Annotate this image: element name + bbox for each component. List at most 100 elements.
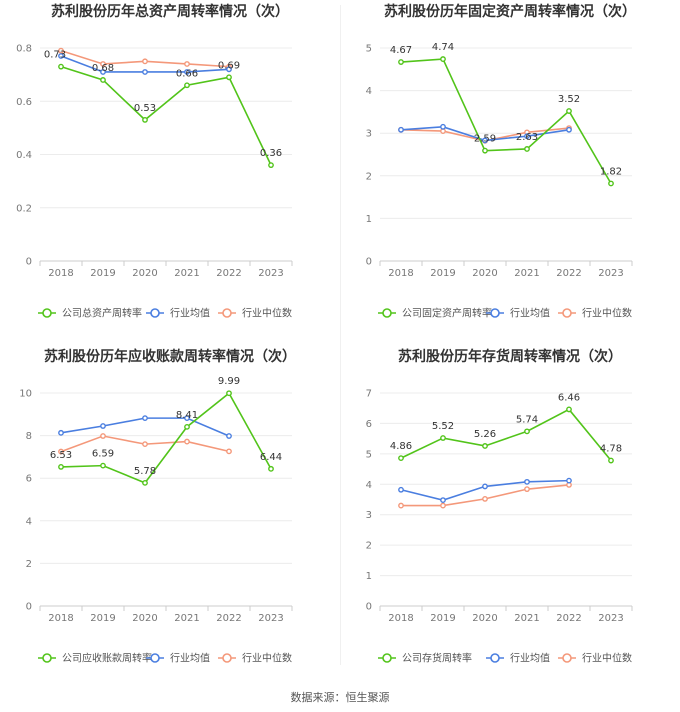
data-point xyxy=(482,443,488,449)
y-tick-label: 6 xyxy=(26,474,32,485)
data-point xyxy=(226,390,232,397)
data-point xyxy=(398,126,404,133)
data-point xyxy=(524,428,530,435)
data-point xyxy=(184,61,190,67)
legend-item-company[interactable]: 公司总资产周转率 xyxy=(38,307,142,320)
data-label: 0.53 xyxy=(134,103,156,114)
y-tick-label: 0 xyxy=(26,602,32,613)
x-tick-label: 2021 xyxy=(514,613,539,624)
data-label: 4.78 xyxy=(600,444,622,455)
company-line xyxy=(60,391,272,484)
legend-item-industry-median[interactable]: 行业中位数 xyxy=(558,652,632,665)
company-line xyxy=(400,58,612,184)
legend-label: 公司应收账款周转率 xyxy=(62,652,152,665)
data-label: 5.26 xyxy=(474,429,496,440)
x-tick-label: 2019 xyxy=(430,613,455,624)
y-tick-label: 0.8 xyxy=(16,44,32,55)
legend-circle-icon xyxy=(382,308,392,318)
data-point xyxy=(58,53,64,59)
x-tick-label: 2019 xyxy=(430,268,455,279)
y-tick-label: 1 xyxy=(366,214,372,225)
x-tick-label: 2018 xyxy=(48,268,73,279)
x-tick-label: 2018 xyxy=(388,613,413,624)
legend-item-industry-average[interactable]: 行业均值 xyxy=(146,307,210,320)
data-point xyxy=(226,433,232,439)
data-point xyxy=(100,423,106,429)
data-point xyxy=(440,123,446,130)
y-tick-label: 8 xyxy=(26,431,32,442)
company-line xyxy=(60,65,272,166)
y-tick-label: 7 xyxy=(366,389,372,400)
legend-circle-icon xyxy=(42,308,52,318)
legend-circle-icon xyxy=(222,308,232,318)
data-point xyxy=(142,116,148,123)
data-point xyxy=(100,69,106,75)
data-label: 2.63 xyxy=(516,132,538,143)
legend-item-industry-median[interactable]: 行业中位数 xyxy=(218,307,292,320)
legend-item-company[interactable]: 公司固定资产周转率 xyxy=(378,307,492,320)
legend-item-company[interactable]: 公司存货周转率 xyxy=(378,652,472,665)
chart-inventory-turnover: 苏利股份历年存货周转率情况（次） 0 1 2 3 4 5 6 7 2018 2019 2020 2021… xyxy=(366,348,633,665)
data-label: 0.73 xyxy=(44,50,66,61)
x-tick-label: 2023 xyxy=(258,268,283,279)
data-point xyxy=(268,162,274,169)
y-tick-label: 2 xyxy=(26,559,32,570)
x-tick-label: 2023 xyxy=(598,613,623,624)
y-tick-label: 1 xyxy=(366,571,372,582)
data-point xyxy=(142,69,148,75)
y-tick-label: 5 xyxy=(366,449,372,460)
y-tick-label: 3 xyxy=(366,129,372,140)
legend-circle-icon xyxy=(42,653,52,663)
data-point xyxy=(184,415,190,422)
data-point xyxy=(482,483,488,490)
data-label: 6.59 xyxy=(92,449,114,460)
y-tick-label: 6 xyxy=(366,419,372,430)
chart-panel-receivable-turnover: 苏利股份历年应收账款周转率情况（次） 0 2 4 6 8 10 2018 2019 2020 202… xyxy=(0,345,340,690)
legend-item-company[interactable]: 公司应收账款周转率 xyxy=(38,652,152,665)
data-point xyxy=(184,69,190,75)
legend-circle-icon xyxy=(382,653,392,663)
data-point xyxy=(398,455,404,462)
x-tick-label: 2019 xyxy=(90,613,115,624)
x-tick-label: 2022 xyxy=(556,613,581,624)
legend-item-industry-median[interactable]: 行业中位数 xyxy=(558,307,632,320)
y-tick-label: 2 xyxy=(366,541,372,552)
data-point xyxy=(566,406,572,413)
chart-title: 苏利股份历年存货周转率情况（次） xyxy=(398,348,622,365)
data-point xyxy=(142,441,148,448)
legend-item-industry-average[interactable]: 行业均值 xyxy=(146,652,210,665)
chart-total-asset-turnover: 苏利股份历年总资产周转率情况（次） 0 0.2 0.4 0.6 0.8 2018 2019 20… xyxy=(16,3,293,320)
chart-panel-fixed-asset-turnover: 苏利股份历年固定资产周转率情况（次） 0 1 2 3 4 5 2018 2019 2020 2021… xyxy=(340,0,680,345)
legend-circle-icon xyxy=(562,653,572,663)
legend-label: 行业中位数 xyxy=(242,307,292,320)
x-tick-label: 2022 xyxy=(556,268,581,279)
data-point xyxy=(482,147,488,154)
data-point xyxy=(398,502,404,509)
data-point xyxy=(184,438,190,445)
x-tick-label: 2022 xyxy=(216,268,241,279)
y-tick-label: 3 xyxy=(366,510,372,521)
data-label: 6.53 xyxy=(50,450,72,461)
legend-item-industry-median[interactable]: 行业中位数 xyxy=(218,652,292,665)
data-point xyxy=(524,478,530,485)
legend-circle-icon xyxy=(150,653,160,663)
legend-item-industry-average[interactable]: 行业均值 xyxy=(486,652,550,665)
data-point xyxy=(524,146,530,152)
data-point xyxy=(58,429,64,436)
legend-item-industry-average[interactable]: 行业均值 xyxy=(486,307,550,320)
legend-label: 行业均值 xyxy=(170,652,210,665)
y-tick-label: 0.6 xyxy=(16,97,32,108)
data-point xyxy=(100,433,106,439)
data-point xyxy=(142,58,148,65)
data-label: 0.66 xyxy=(176,68,198,79)
data-label: 5.74 xyxy=(516,414,538,425)
data-point xyxy=(566,477,572,484)
data-point xyxy=(440,502,446,509)
x-tick-label: 2021 xyxy=(514,268,539,279)
x-tick-label: 2020 xyxy=(472,268,497,279)
legend-label: 行业中位数 xyxy=(242,652,292,665)
x-tick-label: 2021 xyxy=(174,268,199,279)
x-tick-label: 2021 xyxy=(174,613,199,624)
legend-label: 行业均值 xyxy=(510,307,550,320)
y-tick-label: 0 xyxy=(26,257,32,268)
